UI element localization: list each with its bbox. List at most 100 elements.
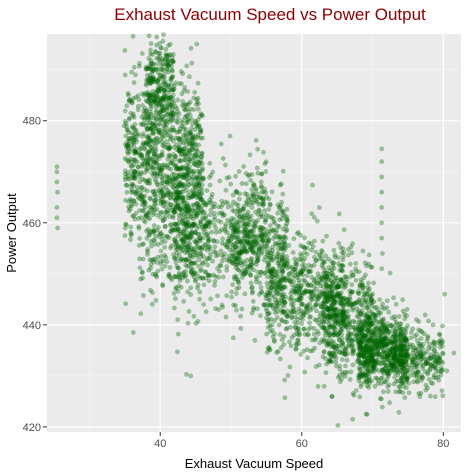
data-point [168,102,174,108]
data-point [171,209,177,215]
data-point [197,296,203,302]
data-point [146,209,152,215]
data-point [181,269,187,275]
data-point [248,213,254,219]
data-point [149,126,155,131]
data-point [270,334,276,340]
data-point [186,101,192,107]
data-point [172,273,178,279]
data-point [151,140,157,146]
data-point [267,254,273,259]
data-point [320,354,326,360]
data-point [262,161,268,167]
data-point [155,85,161,91]
data-point [195,263,201,269]
data-point [156,122,162,128]
data-point [277,284,283,290]
data-point [122,48,128,53]
data-point [295,326,301,332]
data-point [291,306,297,312]
data-point [137,193,143,199]
data-point [408,335,413,341]
data-point [198,135,203,141]
data-point [414,362,420,368]
data-point [180,220,186,226]
data-point [124,170,130,176]
data-point [353,260,359,266]
data-point [129,202,135,207]
data-point [186,109,192,115]
data-point [427,367,433,372]
data-point [193,146,199,152]
chart-title: Exhaust Vacuum Speed vs Power Output [114,5,426,24]
data-point [338,327,343,333]
data-point [164,174,170,180]
data-point [347,377,353,382]
data-point [183,188,189,194]
data-point [444,368,450,374]
data-point [339,369,345,375]
data-point [166,52,172,58]
data-point [170,172,175,177]
data-point [266,316,272,322]
data-point [128,142,134,148]
data-point [425,371,430,377]
data-point [177,180,183,185]
data-point [175,265,181,271]
data-point [335,320,340,326]
data-point [173,201,179,207]
data-point [171,185,177,191]
data-point [324,361,329,367]
data-point [281,309,286,314]
major-gridlines [47,34,461,432]
data-point [181,126,187,132]
data-point [333,359,339,365]
data-point [190,121,195,127]
data-point [194,213,200,218]
data-point [215,218,221,224]
data-point [199,151,205,157]
data-point [133,210,139,216]
data-point [344,324,349,330]
data-point [127,176,133,182]
data-point [138,192,144,198]
data-point [281,291,286,297]
data-point [168,94,174,100]
data-point [349,343,355,348]
data-point [165,59,171,64]
data-point [144,108,150,114]
data-point [298,351,304,357]
data-point [193,152,198,157]
data-point [238,270,244,276]
data-point [253,137,259,143]
data-point [193,102,199,107]
data-point [241,164,247,169]
data-point [123,197,128,203]
data-point [191,221,197,227]
data-point [219,227,225,233]
data-point [313,301,319,307]
data-point [339,357,345,362]
data-point [152,191,158,197]
data-point [379,235,385,241]
data-point [188,213,194,219]
data-point [344,357,350,363]
data-point [128,156,134,162]
data-point [385,389,391,394]
data-point [205,262,210,268]
data-point [122,233,128,239]
data-point [213,306,219,311]
data-point [198,154,204,160]
data-point [147,204,153,210]
data-point [432,359,438,365]
data-point [186,220,192,226]
data-point [148,41,154,46]
data-point [233,303,238,308]
data-point [301,326,307,332]
data-point [152,159,158,165]
data-point [141,218,147,224]
data-point [147,125,153,131]
data-point [402,395,408,400]
data-point [361,319,367,325]
data-point [123,120,129,126]
